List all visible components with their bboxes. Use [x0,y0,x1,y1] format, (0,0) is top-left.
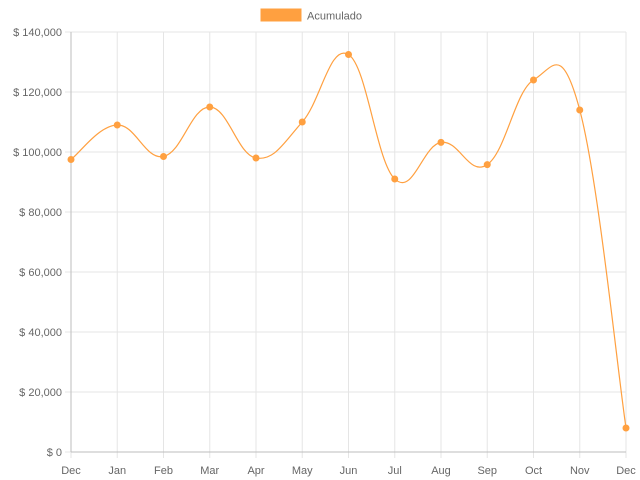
data-point[interactable] [576,106,584,114]
x-axis-tick-labels: Dec Jan Feb Mar Apr May Jun Jul Aug Sep Oct Nov Dec [61,465,636,477]
data-point[interactable] [437,138,445,146]
data-point[interactable] [345,51,352,58]
y-tick-label: $ 140,000 [13,27,62,39]
x-tick-label: Oct [525,465,542,477]
x-tick-label: Sep [477,465,497,477]
x-tick-label: Feb [154,465,173,477]
legend-swatch [260,8,302,22]
data-point[interactable] [622,424,630,432]
x-tick-label: Dec [616,465,636,477]
x-tick-label: Aug [431,465,451,477]
x-tick-label: Jan [108,465,126,477]
chart-points [67,51,630,432]
x-tick-label: Jun [340,465,358,477]
data-point[interactable] [483,161,491,169]
data-point[interactable] [391,175,399,183]
chart-grid [65,31,627,458]
data-point[interactable] [67,156,75,163]
chart-axes [70,32,626,453]
y-tick-label: $ 120,000 [13,87,62,99]
chart-series [70,52,627,429]
y-tick-label: $ 0 [47,447,62,459]
x-tick-label: Dec [61,465,81,477]
data-point[interactable] [298,118,306,126]
chart-legend[interactable]: Acumulado [260,8,362,23]
y-tick-label: $ 100,000 [13,147,62,159]
x-tick-label: Mar [200,465,219,477]
data-point[interactable] [252,154,260,162]
data-point[interactable] [160,153,167,160]
y-tick-label: $ 60,000 [19,267,62,279]
x-tick-label: Apr [247,465,264,477]
x-tick-label: Nov [570,465,590,477]
y-axis-tick-labels: $ 140,000 $ 120,000 $ 100,000 $ 80,000 $ 60,… [13,27,62,459]
data-point[interactable] [113,121,121,129]
x-tick-label: May [292,465,313,477]
y-tick-label: $ 40,000 [19,327,62,339]
y-tick-label: $ 80,000 [19,207,62,219]
series-line-acumulado [70,52,627,429]
y-tick-label: $ 20,000 [19,387,62,399]
legend-label-acumulado: Acumulado [307,11,362,23]
data-point[interactable] [206,103,214,111]
x-tick-label: Jul [388,465,402,477]
data-point[interactable] [530,76,537,84]
